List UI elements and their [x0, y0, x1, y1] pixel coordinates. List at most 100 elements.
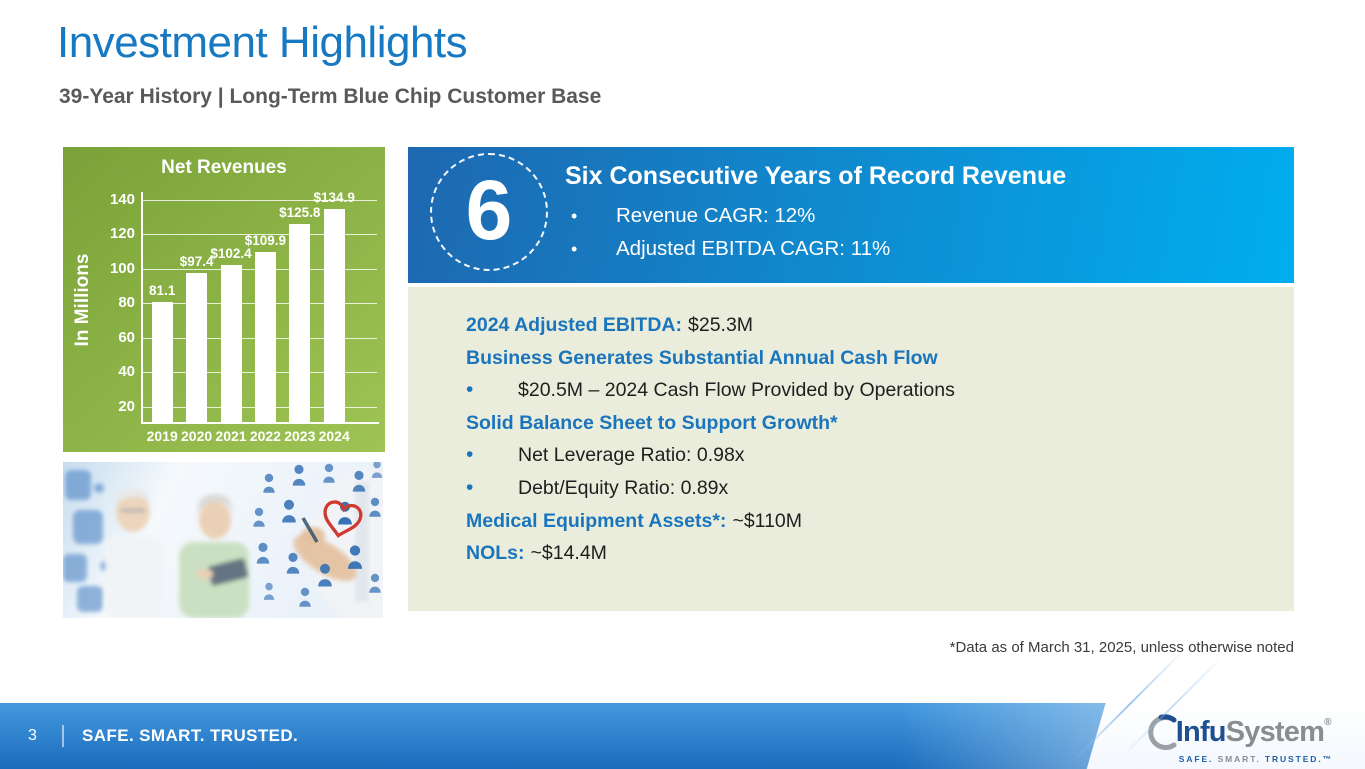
person-icon	[323, 463, 335, 483]
infusystem-logo: InfuSystem® SAFE. SMART. TRUSTED.™	[1143, 712, 1333, 764]
logo-swoosh-icon	[1148, 714, 1177, 750]
line-item-value: ~$14.4M	[530, 542, 607, 565]
photo-illustration	[63, 462, 383, 618]
financial-line-item: NOLs: ~$14.4M	[466, 537, 955, 570]
chart-bar-value-label: $125.8	[279, 205, 321, 221]
person-icon	[282, 499, 296, 523]
bullet-marker: •	[466, 475, 474, 499]
chart-x-tick-label: 2021	[215, 428, 247, 444]
chart-y-tick-label: 20	[118, 397, 135, 415]
line-item-text: Debt/Equity Ratio: 0.89x	[518, 476, 729, 499]
footer-tagline: SAFE. SMART. TRUSTED.	[82, 726, 299, 745]
heart-outline-icon	[323, 500, 363, 538]
chart-title: Net Revenues	[161, 157, 287, 178]
logo-tagline-word: SMART.	[1217, 754, 1265, 764]
chart-y-axis	[141, 192, 143, 424]
chart-y-tick-label: 60	[118, 328, 135, 346]
financial-line-item: Medical Equipment Assets*: ~$110M	[466, 505, 955, 538]
line-item-value: $25.3M	[688, 314, 754, 336]
banner-bullet-item: • Adjusted EBITDA CAGR: 11%	[571, 232, 890, 265]
bullet-marker: •	[466, 443, 474, 467]
customer-photo	[63, 462, 383, 618]
record-revenue-banner: 6 Six Consecutive Years of Record Revenu…	[408, 147, 1294, 283]
chart-x-axis	[141, 422, 379, 424]
person-icon	[256, 542, 270, 564]
page-title: Investment Highlights	[57, 18, 468, 67]
bullet-marker: •	[571, 206, 578, 226]
person-icon	[292, 464, 306, 486]
person-icon	[263, 473, 275, 493]
person-icon	[263, 582, 275, 600]
logo-wordmark: InfuSystem®	[1175, 715, 1332, 748]
financial-highlights-list: 2024 Adjusted EBITDA: $25.3M Business Gene…	[466, 309, 955, 570]
chart-bar	[220, 264, 242, 423]
person-icon	[318, 563, 332, 587]
person-icon	[286, 552, 300, 574]
chart-bar-value-label: $134.9	[313, 189, 355, 205]
chart-gridline	[143, 200, 377, 201]
logo-tagline-word: TRUSTED.™	[1264, 754, 1333, 764]
chart-x-tick-label: 2019	[146, 428, 178, 444]
person-icon	[352, 470, 366, 492]
financial-highlights-panel: 2024 Adjusted EBITDA: $25.3M Business Gene…	[408, 287, 1294, 611]
financial-line-item: 2024 Adjusted EBITDA: $25.3M	[466, 309, 955, 342]
woman-with-tablet	[179, 494, 249, 618]
logo-tagline: SAFE. SMART. TRUSTED.™	[1179, 754, 1333, 764]
banner-bullet-item: • Revenue CAGR: 12%	[571, 199, 890, 232]
line-item-label: NOLs:	[466, 542, 525, 565]
chart-bar-value-label: $109.9	[244, 232, 287, 248]
page-number: 3	[28, 727, 37, 744]
person-icon	[369, 573, 381, 593]
chart-y-tick-label: 120	[109, 225, 135, 243]
footer-divider	[62, 725, 64, 747]
line-item-value: ~$110M	[732, 509, 803, 532]
bullet-marker: •	[466, 378, 474, 402]
chart-x-tick-label: 2024	[318, 428, 350, 444]
chart-bar	[151, 301, 173, 423]
person-icon	[369, 497, 381, 517]
person-icon	[371, 462, 383, 478]
banner-title: Six Consecutive Years of Record Revenue	[565, 162, 1067, 190]
banner-bullet-list: • Revenue CAGR: 12% • Adjusted EBITDA CAGR:…	[571, 199, 890, 265]
chart-bar	[254, 251, 276, 423]
chart-x-tick-label: 2023	[284, 428, 316, 444]
net-revenues-chart: Net Revenues In Millions 20 40 60 80 100 120 1…	[63, 147, 385, 452]
line-item-label: Solid Balance Sheet to Support Growth*	[466, 411, 838, 434]
financial-line-item: • Debt/Equity Ratio: 0.89x	[466, 472, 955, 505]
data-footnote: *Data as of March 31, 2025, unless other…	[949, 639, 1294, 656]
tech-motif	[63, 470, 110, 612]
chart-y-tick-label: 80	[118, 294, 135, 312]
chart-bar	[323, 208, 345, 423]
person-icon	[253, 507, 265, 527]
chart-gridline	[143, 234, 377, 236]
elderly-man	[105, 488, 163, 618]
footer-bar: 3 SAFE. SMART. TRUSTED. InfuSystem® SAFE…	[0, 703, 1365, 769]
line-item-text: Net Leverage Ratio: 0.98x	[518, 444, 745, 467]
person-icon	[299, 587, 311, 607]
financial-line-item: • Net Leverage Ratio: 0.98x	[466, 439, 955, 472]
line-item-label: 2024 Adjusted EBITDA:	[466, 314, 682, 336]
chart-bar	[186, 273, 208, 423]
chart-x-tick-label: 2022	[249, 428, 281, 444]
page-subtitle: 39-Year History | Long-Term Blue Chip Cu…	[59, 85, 602, 108]
chart-y-tick-label: 140	[109, 191, 135, 208]
chart-bar	[289, 224, 311, 423]
logo-tagline-word: SAFE.	[1178, 754, 1218, 764]
bullet-marker: •	[571, 239, 578, 259]
banner-bullet-text: Revenue CAGR: 12%	[616, 204, 816, 227]
chart-bar-value-label: 81.1	[149, 282, 176, 298]
line-item-label: Medical Equipment Assets*:	[466, 509, 727, 532]
chart-bar-value-label: $102.4	[210, 245, 252, 261]
chart-bar-value-label: $97.4	[179, 254, 214, 270]
chart-y-tick-label: 40	[118, 363, 135, 381]
banner-bullet-text: Adjusted EBITDA CAGR: 11%	[616, 237, 891, 260]
financial-line-item: Business Generates Substantial Annual Ca…	[466, 342, 955, 375]
line-item-label: Business Generates Substantial Annual Ca…	[466, 346, 938, 369]
financial-line-item: • $20.5M – 2024 Cash Flow Provided by Ope…	[466, 374, 955, 407]
banner-number: 6	[465, 163, 513, 257]
line-item-text: $20.5M – 2024 Cash Flow Provided by Oper…	[518, 379, 955, 402]
chart-x-tick-label: 2020	[181, 428, 213, 444]
chart-y-tick-label: 100	[109, 259, 135, 277]
financial-line-item: Solid Balance Sheet to Support Growth*	[466, 407, 955, 440]
